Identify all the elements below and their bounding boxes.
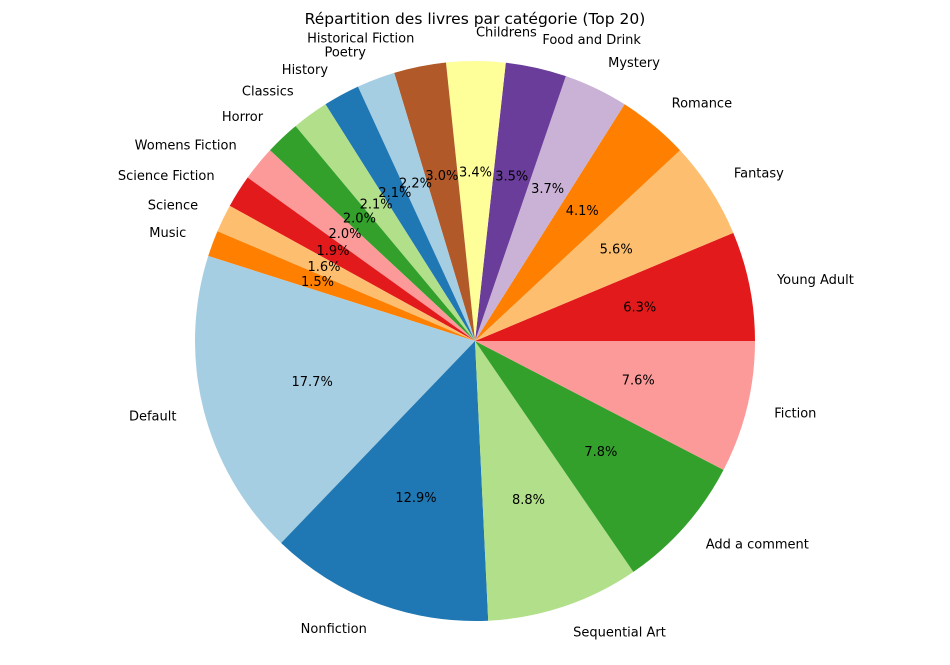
pie-slice-science — [217, 205, 476, 341]
slice-percent-default: 17.7% — [292, 375, 333, 390]
pie-slice-classics — [295, 104, 475, 341]
slice-percent-nonfiction: 12.9% — [395, 491, 436, 506]
slice-label-romance: Romance — [672, 96, 732, 111]
slice-label-historical-fiction: Historical Fiction — [307, 32, 414, 47]
pie-slice-default — [195, 255, 475, 544]
slice-percent-mystery: 3.7% — [531, 182, 564, 197]
pie-slice-fiction — [475, 341, 755, 470]
slice-label-classics: Classics — [242, 85, 294, 100]
pie-slice-sequential-art — [475, 341, 634, 621]
slice-percent-womens-fiction: 2.0% — [329, 227, 362, 242]
pie-slice-history — [325, 86, 475, 341]
slice-percent-childrens: 3.4% — [459, 166, 492, 181]
slice-percent-romance: 4.1% — [566, 204, 599, 219]
pie-labels: Young Adult Fantasy Romance Mystery Food and… — [118, 26, 854, 641]
slice-label-childrens: Childrens — [476, 26, 537, 41]
slice-percent-science-fiction: 1.9% — [316, 244, 349, 259]
pie-slice-romance — [475, 104, 681, 341]
slice-percent-young-adult: 6.3% — [623, 300, 656, 315]
pie-slice-horror — [269, 126, 475, 341]
chart-title: Répartition des livres par catégorie (To… — [305, 10, 646, 28]
slice-label-sequential-art: Sequential Art — [573, 625, 666, 640]
slice-label-history: History — [282, 63, 329, 78]
pie-slice-fantasy — [475, 150, 734, 341]
slice-percent-fiction: 7.6% — [622, 373, 655, 388]
slice-label-default: Default — [129, 409, 177, 424]
slice-label-mystery: Mystery — [608, 56, 660, 71]
slice-percent-horror: 2.0% — [343, 212, 376, 227]
slice-label-poetry: Poetry — [324, 45, 366, 60]
slice-percent-add-a-comment: 7.8% — [584, 445, 617, 460]
slice-label-fiction: Fiction — [774, 406, 816, 421]
slice-label-music: Music — [149, 226, 186, 241]
slice-label-science-fiction: Science Fiction — [118, 169, 215, 184]
slice-label-fantasy: Fantasy — [734, 167, 784, 182]
slice-percent-music: 1.5% — [301, 275, 334, 290]
slice-label-young-adult: Young Adult — [776, 273, 854, 288]
pie-slice-womens-fiction — [247, 150, 475, 341]
slice-percent-fantasy: 5.6% — [600, 242, 633, 257]
pie-slice-poetry — [357, 72, 475, 341]
slice-label-horror: Horror — [222, 110, 264, 125]
pie-slice-music — [208, 231, 475, 341]
slice-percent-historical-fiction: 3.0% — [425, 169, 458, 184]
slice-percent-poetry: 2.2% — [399, 176, 432, 191]
slice-percent-classics: 2.1% — [360, 198, 393, 213]
pie-slice-add-a-comment — [475, 341, 724, 572]
slice-percent-science: 1.6% — [307, 260, 340, 275]
slice-label-food-and-drink: Food and Drink — [542, 33, 641, 48]
slice-percent-food-and-drink: 3.5% — [495, 170, 528, 185]
pie-percent-labels: 6.3%5.6%4.1%3.7%3.5%3.4%3.0%2.2%2.1%2.1%… — [292, 166, 657, 508]
pie-slice-science-fiction — [229, 177, 475, 341]
pie-slice-childrens — [445, 61, 506, 342]
pie-slice-young-adult — [475, 232, 755, 341]
pie-slice-food-and-drink — [475, 62, 566, 341]
slice-percent-sequential-art: 8.8% — [512, 493, 545, 508]
slice-label-nonfiction: Nonfiction — [301, 622, 367, 637]
pie-slices — [195, 61, 755, 622]
slice-percent-history: 2.1% — [378, 186, 411, 201]
pie-slice-mystery — [475, 76, 625, 341]
slice-label-add-a-comment: Add a comment — [706, 538, 809, 553]
pie-slice-historical-fiction — [394, 62, 475, 341]
pie-slice-nonfiction — [281, 341, 489, 622]
slice-label-womens-fiction: Womens Fiction — [135, 138, 237, 153]
slice-label-science: Science — [148, 199, 198, 214]
